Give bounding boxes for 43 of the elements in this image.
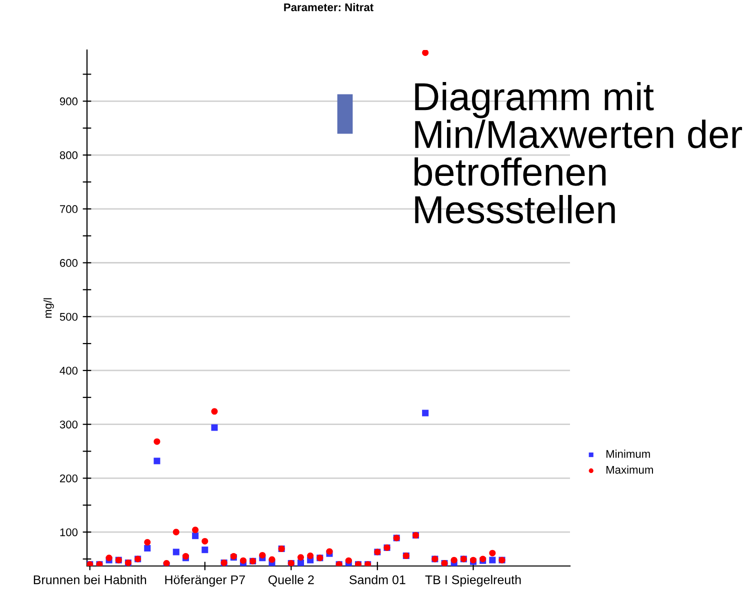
x-tick-label: TB I Spiegelreuth <box>425 575 521 587</box>
y-tick-label: 500 <box>60 312 78 321</box>
point <box>144 544 151 552</box>
point <box>211 424 218 431</box>
annotation: Diagramm mit Min/Maxwerten der betroffenen Messstellen <box>414 82 742 224</box>
point <box>172 528 180 536</box>
point <box>307 552 314 560</box>
point <box>297 554 304 561</box>
point <box>489 550 496 556</box>
legend-label: Minimum <box>606 450 650 458</box>
point <box>450 556 458 564</box>
point <box>268 556 276 563</box>
y-axis-title: mg/l <box>44 298 54 318</box>
y-tick-label: 600 <box>60 259 78 267</box>
y-tick-label: 200 <box>60 474 78 482</box>
point <box>154 458 160 464</box>
y-tick-label: 700 <box>60 205 78 214</box>
y-tick-label: 900 <box>60 97 78 106</box>
x-tick-label: Brunnen bei Habnith <box>34 575 146 584</box>
point <box>422 50 429 56</box>
point <box>297 560 304 566</box>
point <box>202 546 208 554</box>
point <box>489 556 496 564</box>
legend-label: Maximum <box>606 466 653 474</box>
point <box>422 410 429 416</box>
point <box>259 552 266 558</box>
point <box>202 538 208 544</box>
point <box>192 526 199 534</box>
y-tick-label: 100 <box>60 528 78 536</box>
point <box>240 557 246 564</box>
x-tick-label: Höferänger P7 <box>165 575 245 587</box>
x-tick-label: Sandm 01 <box>349 575 406 584</box>
x-tick-label: Quelle 2 <box>268 575 314 586</box>
y-tick-label: 300 <box>60 420 78 428</box>
point <box>211 408 218 415</box>
point <box>172 548 180 556</box>
point <box>144 539 151 546</box>
point <box>154 438 160 445</box>
point <box>192 532 199 540</box>
point <box>345 557 352 564</box>
y-tick-label: 800 <box>60 151 78 160</box>
chart-title: Parameter: Nitrat <box>284 3 374 12</box>
y-tick-label: 400 <box>60 366 78 375</box>
